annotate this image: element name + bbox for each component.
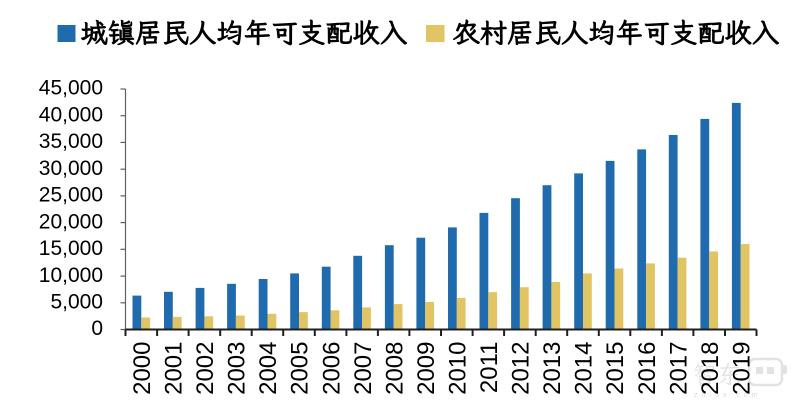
svg-text:2009: 2009 [413,342,440,395]
svg-text:2003: 2003 [224,342,251,395]
svg-text:2012: 2012 [508,342,535,395]
svg-text:2002: 2002 [192,342,219,395]
svg-text:2018: 2018 [697,342,724,395]
svg-text:2015: 2015 [602,342,629,395]
svg-text:2017: 2017 [665,342,692,395]
svg-text:2005: 2005 [287,342,314,395]
svg-text:2001: 2001 [161,342,188,395]
svg-text:0: 0 [91,317,103,340]
svg-text:15,000: 15,000 [39,237,103,260]
svg-text:25,000: 25,000 [39,184,103,207]
svg-text:2013: 2013 [539,342,566,395]
svg-text:45,000: 45,000 [39,77,103,100]
svg-text:2019: 2019 [728,342,755,395]
svg-text:2008: 2008 [381,342,408,395]
svg-text:2016: 2016 [634,342,661,395]
svg-text:2007: 2007 [350,342,377,395]
svg-text:5,000: 5,000 [50,291,103,314]
svg-text:30,000: 30,000 [39,157,103,180]
svg-text:2006: 2006 [318,342,345,395]
svg-text:2000: 2000 [129,342,156,395]
svg-text:35,000: 35,000 [39,130,103,153]
svg-text:2010: 2010 [445,342,472,395]
svg-text:20,000: 20,000 [39,210,103,233]
svg-text:zhidx com: zhidx com [694,392,762,399]
svg-text:40,000: 40,000 [39,103,103,126]
svg-text:10,000: 10,000 [39,264,103,287]
svg-text:2014: 2014 [571,342,598,395]
svg-text:2004: 2004 [255,342,282,395]
svg-text:2011: 2011 [476,342,503,394]
